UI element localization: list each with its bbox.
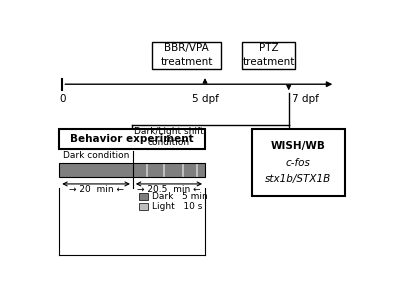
Bar	[59, 163, 205, 177]
Bar	[59, 129, 205, 149]
Text: → 20.5  min ←: → 20.5 min ←	[137, 185, 201, 194]
Bar	[182, 163, 184, 177]
Text: 5 dpf: 5 dpf	[192, 94, 218, 104]
Bar	[139, 203, 148, 210]
Text: stx1b/STX1B: stx1b/STX1B	[265, 174, 331, 184]
Text: WISH/WB: WISH/WB	[270, 141, 326, 151]
Text: 0: 0	[59, 94, 66, 104]
Text: PTZ
treatment: PTZ treatment	[242, 43, 295, 67]
Text: → 20  min ←: → 20 min ←	[68, 185, 124, 194]
Bar	[242, 42, 295, 69]
Bar	[139, 193, 148, 200]
Bar	[163, 163, 165, 177]
Bar	[152, 42, 220, 69]
Text: Dark   5 min: Dark 5 min	[152, 192, 208, 201]
Bar	[133, 163, 205, 177]
Text: Behavior experiment: Behavior experiment	[70, 134, 194, 144]
Text: 7 dpf: 7 dpf	[292, 94, 319, 104]
Bar	[59, 163, 133, 177]
Text: c-fos: c-fos	[286, 158, 310, 168]
Text: BBR/VPA
treatment: BBR/VPA treatment	[160, 43, 212, 67]
Text: Light   10 s: Light 10 s	[152, 202, 203, 211]
Bar	[252, 129, 344, 196]
Text: Dark/Light shift
condition: Dark/Light shift condition	[134, 127, 204, 147]
Bar	[196, 163, 198, 177]
Bar	[146, 163, 148, 177]
Text: Dark condition: Dark condition	[63, 151, 129, 160]
